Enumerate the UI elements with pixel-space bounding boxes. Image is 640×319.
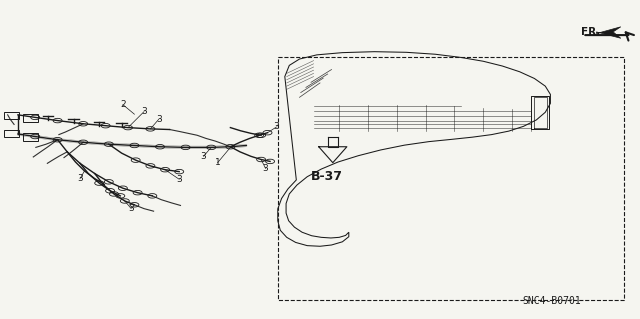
- Bar: [23, 133, 38, 141]
- Polygon shape: [596, 27, 621, 38]
- Bar: [23, 114, 38, 122]
- Text: 1: 1: [215, 158, 220, 167]
- Text: 3: 3: [156, 115, 161, 124]
- Text: 3: 3: [141, 107, 147, 116]
- Text: 3: 3: [129, 204, 134, 213]
- Text: 3: 3: [201, 152, 206, 161]
- Text: SNC4-B0701: SNC4-B0701: [522, 296, 581, 306]
- Text: B-37: B-37: [310, 170, 342, 183]
- Text: FR.: FR.: [581, 27, 600, 37]
- Bar: [4, 130, 19, 137]
- Text: 3: 3: [177, 175, 182, 184]
- Text: 3: 3: [77, 174, 83, 183]
- Bar: [4, 112, 19, 119]
- Text: 3: 3: [274, 122, 279, 131]
- Text: 3: 3: [263, 164, 268, 173]
- Text: 2: 2: [120, 100, 125, 109]
